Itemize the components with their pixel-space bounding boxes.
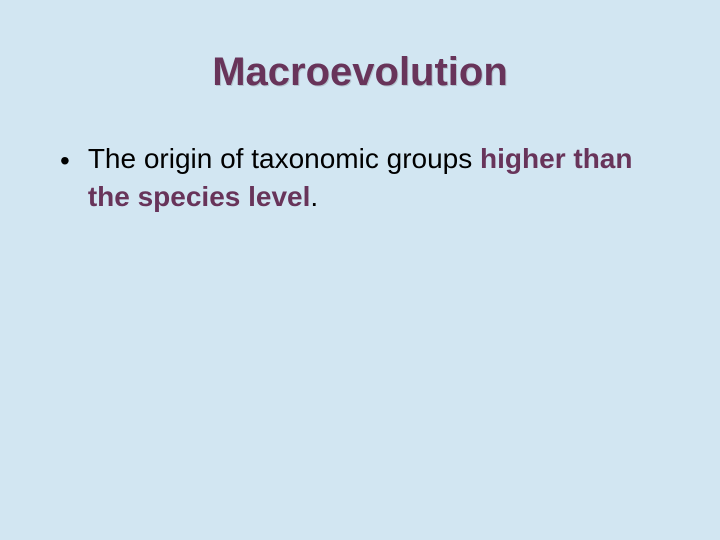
bullet-marker: • xyxy=(60,142,70,180)
bullet-item: • The origin of taxonomic groups higher … xyxy=(60,140,670,216)
bullet-list: • The origin of taxonomic groups higher … xyxy=(50,140,670,216)
bullet-pre-text: The origin of taxonomic groups xyxy=(88,143,480,174)
slide-title: Macroevolution xyxy=(50,50,670,95)
slide-container: Macroevolution • The origin of taxonomic… xyxy=(0,0,720,540)
bullet-post-text: . xyxy=(310,181,318,212)
bullet-text: The origin of taxonomic groups higher th… xyxy=(88,140,670,216)
